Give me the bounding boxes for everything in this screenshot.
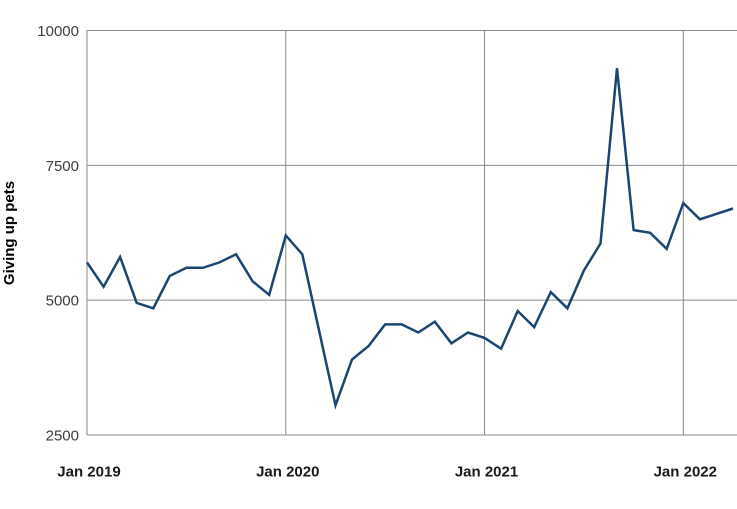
y-tick-label: 5000 [46,293,79,310]
y-tick-label: 2500 [46,428,79,445]
y-tick-label: 10000 [37,23,79,40]
tick-labels: 10000 7500 5000 2500 Jan 2019 Jan 2020 Jan 202… [37,23,717,481]
x-tick-label: Jan 2021 [455,464,518,481]
x-tick-label: Jan 2019 [57,464,120,481]
y-tick-label: 7500 [46,158,79,175]
gridlines [86,30,737,436]
x-tick-label: Jan 2020 [256,464,319,481]
data-line [85,68,734,410]
y-axis-title: Giving up pets [1,181,18,285]
x-tick-label: Jan 2022 [654,464,717,481]
